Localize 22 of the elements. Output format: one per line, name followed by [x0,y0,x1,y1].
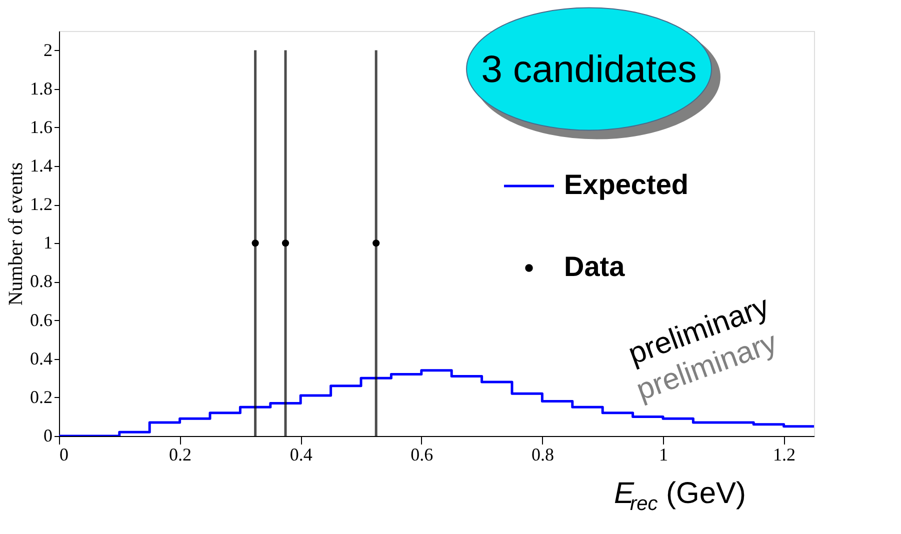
x-tick-label: 0.2 [169,444,192,464]
y-tick-label: 1.8 [30,78,52,98]
x-tick-label: 1.2 [773,444,796,464]
legend-label: Expected [564,169,688,200]
x-tick-label: 0.6 [410,444,434,464]
y-tick-label: 1.4 [30,156,52,176]
annotation: 3 candidates [481,49,697,91]
y-tick-label: 0.4 [30,348,52,368]
y-tick-label: 2 [44,40,52,60]
x-tick-label: 0 [60,444,68,464]
legend-label: Data [564,251,626,282]
y-tick-label: 0.6 [30,310,52,330]
y-tick-label: 1.6 [30,116,52,137]
x-tick-label: 1 [659,444,668,464]
x-tick-label: 0.4 [290,444,312,464]
x-tick-label: 0.8 [531,444,554,464]
y-tick-label: 0.8 [30,271,52,292]
y-tick-label: 1 [44,232,52,253]
y-tick-label: 0 [44,426,52,446]
y-axis-title: Number of events [5,162,27,306]
y-tick-label: 0.2 [30,386,52,407]
y-tick-label: 1.2 [30,194,52,214]
